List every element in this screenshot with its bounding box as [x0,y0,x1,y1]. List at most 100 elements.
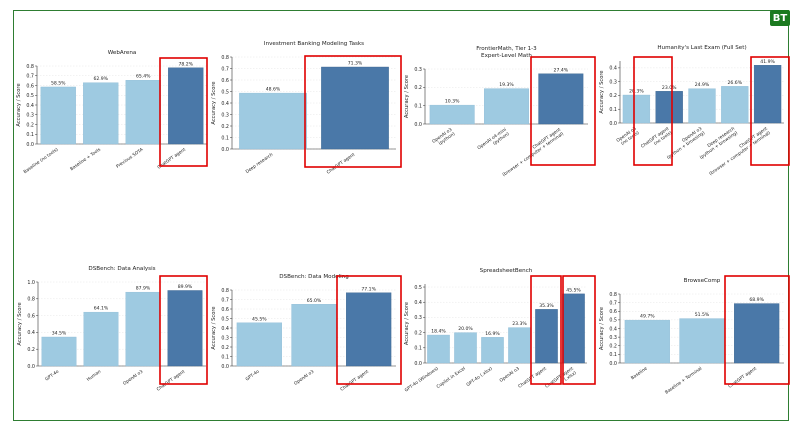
chart-title: Investment Banking Modeling Tasks [264,41,364,47]
y-tick-label: 0.5 [26,93,34,99]
x-tick-label: OpenAI o3(python) [431,127,456,149]
bar [125,80,161,145]
bar [427,334,450,364]
x-tick-label: Baseline (no tools) [22,147,59,176]
figure-frame [13,10,789,421]
chart-4: Humanity's Last Exam (Full Set) 0.0 0.1 0.2… [599,45,790,177]
bar [454,332,477,364]
bar [655,91,683,124]
highlight-box [530,56,596,166]
y-tick-label: 0.0 [609,361,617,367]
y-tick-label: 0.0 [221,364,229,370]
bar [679,318,725,364]
chart-8: BrowseComp 0.0 0.1 0.2 0.3 0.4 0.5 0.6 0.7 0.8 Acc… [599,275,790,396]
data-label: 26.6% [728,80,743,86]
bar [535,309,558,364]
data-label: 19.3% [499,82,514,88]
y-axis-label: Accuracy / Score [211,306,217,349]
data-label: 35.3% [539,303,554,309]
y-tick-label: 0.6 [609,309,617,315]
highlight-box [336,275,402,385]
chart-title: FrontierMath, Tier 1-3 Expert-Level Math [476,46,537,59]
data-label: 23.3% [512,321,527,327]
y-tick-label: 1.0 [27,280,35,286]
y-axis-label: Accuracy / Score [404,302,410,345]
y-tick-label: 0.8 [27,297,35,303]
x-tick-label: ChatGPT agent [156,147,187,171]
bar [481,337,504,364]
highlight-box [562,275,596,385]
bar [40,86,76,145]
y-tick-label: 0.8 [221,288,229,294]
y-tick-label: 0.4 [609,66,617,72]
y-tick-label: 0.0 [609,121,617,127]
y-tick-label: 0.5 [414,285,422,291]
bar [346,292,392,367]
y-tick-label: 0.2 [27,347,35,353]
highlight-box [750,56,790,166]
data-label: 87.9% [136,286,151,292]
y-tick-label: 0.8 [26,64,34,70]
data-label: 64.1% [94,306,109,312]
chart-title: DSBench: Data Analysis [88,266,155,272]
chart-3: FrontierMath, Tier 1-3 Expert-Level Math 0… [404,46,596,178]
x-tick-label: GPT-4o (.xlsx) [465,366,494,388]
y-tick-label: 0.0 [26,142,34,148]
y-tick-label: 0.3 [221,335,229,341]
chart-title: SpreadsheetBench [480,268,533,274]
y-tick-label: 0.0 [221,147,229,153]
y-tick-label: 0.5 [221,316,229,322]
y-tick-label: 0.2 [221,345,229,351]
y-tick-label: 0.3 [414,315,422,321]
y-tick-label: 0.1 [609,352,617,358]
y-tick-label: 0.5 [609,318,617,324]
data-label: 89.9% [178,284,193,290]
x-tick-label: Human [86,369,103,383]
y-axis-label: Accuracy / Score [599,307,605,350]
x-tick-label: Baseline [630,366,649,382]
x-tick-label: Baseline + Terminal [664,366,703,396]
highlight-box [724,275,790,385]
bar [83,311,119,367]
data-label: 16.9% [485,331,500,337]
bar [622,94,651,124]
chart-7: SpreadsheetBench 0.0 0.1 0.2 0.3 0.4 0.5 Accura… [404,268,596,393]
y-tick-label: 0.0 [27,364,35,370]
chart-title: Humanity's Last Exam (Full Set) [657,45,746,51]
bar [83,82,119,145]
y-tick-label: 0.6 [221,78,229,84]
data-label: 20.0% [458,326,473,332]
bar [429,104,475,125]
y-tick-label: 0.2 [609,344,617,350]
y-tick-label: 0.2 [26,122,34,128]
bar [236,322,282,367]
x-tick-label: Deep research [245,152,275,175]
corner-badge: BT [770,10,790,26]
y-tick-label: 0.3 [609,79,617,85]
y-axis-label: Accuracy / Score [16,83,22,126]
y-tick-label: 0.7 [609,300,617,306]
bar [538,73,584,125]
data-label: 78.2% [178,61,193,67]
data-label: 23.0% [662,85,677,91]
bar [291,304,337,367]
x-tick-label: ChatGPT agent [727,366,758,390]
data-label: 20.3% [629,89,644,95]
chart-1: WebArena 0.0 0.1 0.2 0.3 0.4 0.5 0.6 0.7 0.8 Accur… [16,50,208,176]
y-tick-label: 0.4 [26,103,34,109]
chart-5: DSBench: Data Analysis 0.0 0.2 0.4 0.6 0.8 1.0… [17,266,208,393]
highlight-box [530,275,562,385]
bar [321,66,389,150]
data-label: 65.4% [136,74,151,80]
y-tick-label: 0.4 [221,326,229,332]
y-tick-label: 0.8 [609,292,617,298]
data-label: 24.9% [695,82,710,88]
bar [484,88,529,125]
x-tick-label: Baseline + Tools [69,146,102,172]
x-tick-label: Copilot in Excel [436,366,467,390]
x-tick-label: OpenAI o3(no tools) [615,126,640,148]
bar [753,65,782,124]
data-label: 71.3% [348,61,363,67]
y-tick-label: 0.3 [414,67,422,73]
x-tick-label: ChatGPT agent [326,152,357,176]
